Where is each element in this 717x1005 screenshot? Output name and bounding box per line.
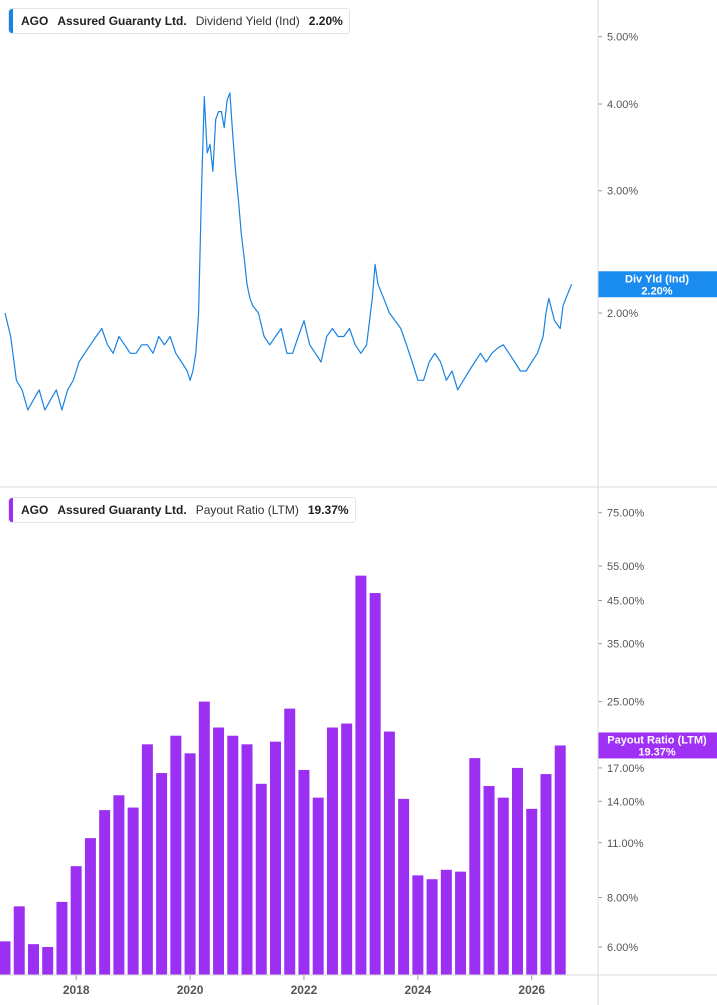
x-tick-label: 2024 <box>405 983 432 997</box>
yield-tick-label: 2.00% <box>607 308 638 320</box>
legend-metric: Dividend Yield (Ind) <box>195 14 300 28</box>
payout-bar <box>227 735 239 975</box>
yield-tag-value: 2.20% <box>641 285 672 297</box>
payout-bar <box>455 871 467 975</box>
payout-bar <box>241 744 253 975</box>
payout-tick-label: 35.00% <box>607 639 645 651</box>
payout-bar <box>298 769 310 975</box>
yield-tick-label: 3.00% <box>607 186 638 198</box>
yield-swatch <box>9 9 13 33</box>
payout-bar <box>213 727 225 975</box>
payout-bar <box>70 866 82 975</box>
payout-bar <box>526 808 538 975</box>
x-tick-label: 2022 <box>291 983 318 997</box>
payout-bar <box>398 798 410 975</box>
payout-bar <box>469 758 481 975</box>
payout-bar <box>483 786 495 975</box>
payout-tick-label: 25.00% <box>607 697 645 709</box>
payout-bar <box>426 879 438 975</box>
yield-tick-label: 4.00% <box>607 99 638 111</box>
dividend-yield-panel: 5.00% 4.00% 3.00% 2.00% <box>4 32 638 411</box>
legend-company: Assured Guaranty Ltd. <box>57 503 187 517</box>
payout-bar <box>99 810 111 975</box>
yield-tag-label: Div Yld (Ind) <box>625 273 689 285</box>
payout-bar <box>0 941 11 975</box>
payout-tick-label: 75.00% <box>607 508 645 520</box>
payout-tick-label: 6.00% <box>607 942 638 954</box>
payout-bar <box>13 906 25 975</box>
x-axis: 2018 2020 2022 2024 2026 <box>63 975 545 997</box>
payout-bar <box>184 753 196 975</box>
payout-bar <box>113 795 125 975</box>
dividend-yield-line <box>4 92 573 411</box>
payout-ratio-legend: AGO Assured Guaranty Ltd. Payout Ratio (… <box>8 497 356 523</box>
payout-bar <box>341 723 353 975</box>
payout-bar <box>369 593 381 975</box>
payout-bar <box>27 944 39 975</box>
value-tags: Div Yld (Ind)2.20% Payout Ratio (LTM)19.3… <box>598 271 717 759</box>
payout-bar <box>170 735 182 975</box>
legend-company: Assured Guaranty Ltd. <box>57 14 187 28</box>
legend-value: 19.37% <box>307 503 349 517</box>
payout-value-tag <box>598 732 717 759</box>
payout-bar <box>554 745 566 975</box>
payout-ratio-panel: 75.00% 55.00% 45.00% 35.00% 25.00% 17.00% 14.0… <box>0 508 645 975</box>
payout-bar <box>156 773 168 975</box>
yield-tick-label: 5.00% <box>607 32 638 44</box>
payout-swatch <box>9 498 13 522</box>
payout-tick-label: 11.00% <box>607 838 644 850</box>
payout-bar <box>312 797 324 975</box>
payout-bar <box>497 797 509 975</box>
payout-tag-value: 19.37% <box>638 746 676 758</box>
payout-bar <box>440 869 452 975</box>
payout-tick-label: 45.00% <box>607 596 645 608</box>
x-tick-label: 2026 <box>518 983 545 997</box>
legend-metric: Payout Ratio (LTM) <box>195 503 299 517</box>
legend-value: 2.20% <box>308 14 343 28</box>
payout-bar <box>141 744 153 975</box>
yield-value-tag <box>598 271 717 298</box>
payout-bar <box>326 727 338 975</box>
payout-bar <box>127 807 139 975</box>
dividend-yield-legend: AGO Assured Guaranty Ltd. Dividend Yield… <box>8 8 350 34</box>
payout-bar <box>284 708 296 975</box>
payout-tick-label: 14.00% <box>607 796 645 808</box>
legend-ticker: AGO <box>21 503 49 517</box>
x-tick-label: 2020 <box>177 983 204 997</box>
payout-bar <box>42 947 54 975</box>
payout-bar <box>269 741 281 975</box>
legend-ticker: AGO <box>21 14 49 28</box>
payout-bar <box>198 701 210 975</box>
payout-bar <box>56 901 68 975</box>
payout-bar <box>512 767 524 975</box>
payout-tick-label: 55.00% <box>607 561 645 573</box>
payout-bar <box>84 838 96 975</box>
payout-tick-label: 17.00% <box>607 763 645 775</box>
payout-bar <box>383 731 395 975</box>
payout-bar <box>255 783 267 975</box>
payout-bar <box>412 875 424 975</box>
x-tick-label: 2018 <box>63 983 90 997</box>
payout-bar <box>540 774 552 975</box>
payout-tag-label: Payout Ratio (LTM) <box>607 734 707 746</box>
payout-bar <box>355 575 367 975</box>
payout-tick-label: 8.00% <box>607 893 638 905</box>
